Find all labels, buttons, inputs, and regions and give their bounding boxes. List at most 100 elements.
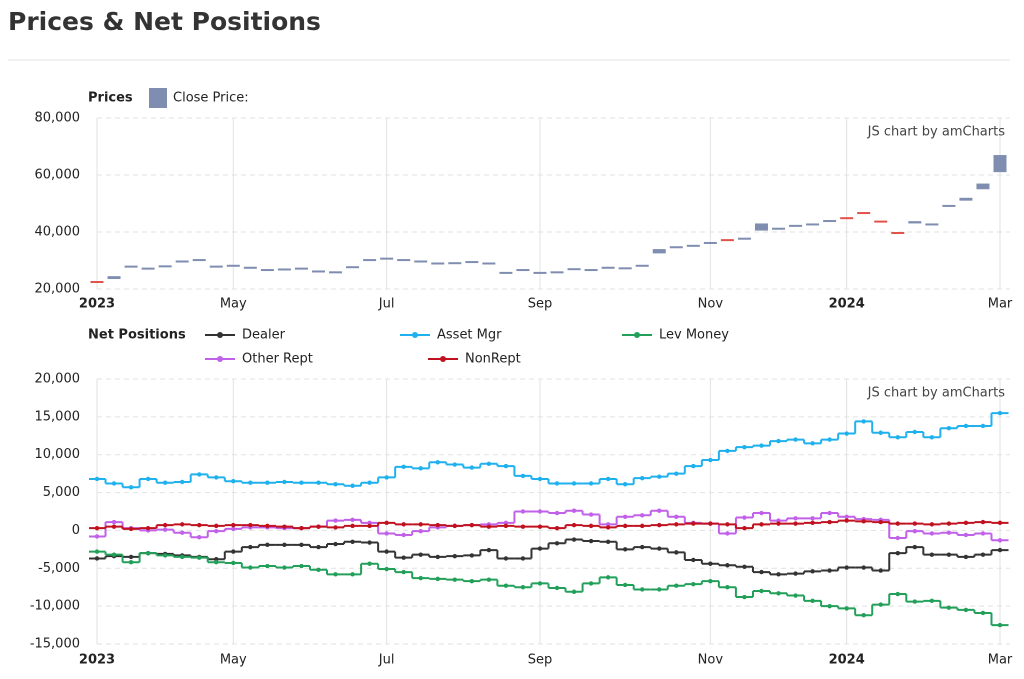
candle-body [737, 237, 751, 240]
candle-body [686, 244, 700, 247]
point [316, 524, 321, 529]
point [282, 479, 287, 485]
point [640, 523, 645, 529]
point [128, 560, 134, 565]
point [94, 534, 100, 539]
point [588, 481, 594, 486]
x-tick-label: 2024 [829, 297, 865, 312]
point [537, 509, 543, 514]
point [401, 569, 406, 575]
point [912, 528, 918, 534]
point [759, 522, 764, 527]
point [248, 565, 253, 570]
point [827, 603, 832, 609]
y-tick-label: 80,000 [35, 111, 81, 126]
point [742, 564, 747, 569]
candle-body [448, 262, 462, 265]
legend-dot [634, 332, 640, 338]
point [248, 544, 253, 550]
candle-body [431, 262, 445, 265]
point [554, 525, 560, 531]
point [452, 462, 457, 467]
point [145, 550, 151, 556]
candle-body [840, 217, 854, 220]
point [844, 431, 849, 436]
x-tick-label: Jul [378, 653, 395, 668]
point [674, 471, 679, 476]
point [776, 438, 781, 444]
point [94, 549, 100, 554]
point [333, 541, 338, 547]
point [588, 581, 594, 586]
point [179, 530, 185, 535]
point [128, 485, 134, 490]
legend-label: NonRept [465, 352, 521, 367]
point [248, 522, 253, 528]
point [282, 565, 287, 570]
point [435, 576, 440, 582]
point [929, 598, 935, 604]
candle-body [908, 221, 922, 224]
point [537, 581, 543, 586]
point [725, 448, 730, 454]
point [844, 514, 849, 519]
point [997, 520, 1003, 526]
candle-body [226, 264, 240, 267]
point [179, 522, 185, 527]
point [708, 578, 713, 584]
point [418, 528, 423, 534]
candle-body [465, 261, 479, 264]
point [265, 523, 270, 529]
point [435, 460, 440, 465]
candle-body [243, 266, 257, 269]
point [299, 563, 304, 569]
point [503, 463, 509, 469]
y-tick-label: 40,000 [35, 225, 81, 240]
y-tick-label: 5,000 [43, 485, 80, 500]
candle-body [329, 271, 343, 274]
point [486, 547, 492, 553]
x-tick-label: Sep [528, 653, 553, 668]
point [793, 521, 798, 526]
point [827, 510, 832, 516]
point [997, 538, 1003, 543]
point [418, 522, 423, 527]
candle-body [209, 265, 223, 268]
point [537, 476, 543, 482]
point [640, 475, 645, 481]
point [793, 593, 798, 598]
point [605, 522, 611, 527]
point [963, 554, 969, 560]
point [997, 410, 1003, 416]
point [248, 480, 253, 485]
point [350, 517, 355, 523]
point [571, 481, 577, 486]
point [878, 568, 883, 573]
point [197, 472, 202, 477]
point [571, 537, 577, 542]
y-tick-label: 10,000 [35, 447, 81, 462]
point [912, 544, 918, 550]
point [384, 531, 389, 536]
point [316, 544, 321, 550]
legend-dot [217, 332, 223, 338]
candle-body [823, 220, 837, 223]
point [282, 542, 287, 548]
point [384, 520, 389, 526]
candle-body [635, 264, 649, 267]
candle-body [891, 232, 905, 234]
point [384, 566, 389, 572]
point [231, 549, 236, 554]
point [622, 582, 628, 588]
point [622, 523, 628, 529]
point [605, 525, 611, 530]
point [725, 563, 730, 568]
candle-body [669, 246, 683, 249]
point [162, 553, 168, 558]
point [571, 508, 577, 513]
point [231, 526, 236, 532]
point [929, 531, 935, 536]
point [997, 622, 1003, 628]
point [980, 423, 986, 429]
candle-body [499, 271, 513, 274]
